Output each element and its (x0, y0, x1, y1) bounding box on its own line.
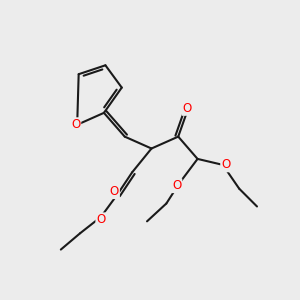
Text: O: O (182, 102, 192, 115)
Text: O: O (172, 179, 182, 192)
Text: O: O (110, 185, 119, 198)
Text: O: O (96, 213, 106, 226)
Text: O: O (221, 158, 230, 171)
Text: O: O (71, 118, 80, 131)
